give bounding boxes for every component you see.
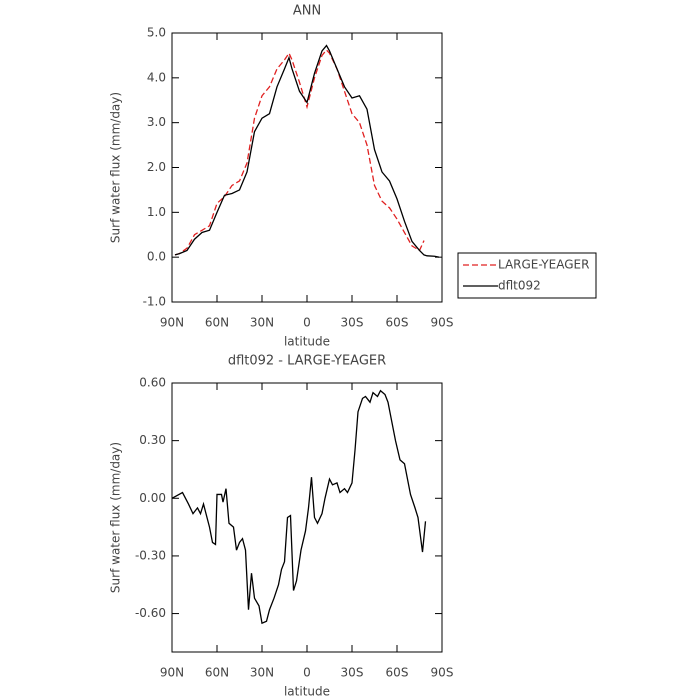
x-tick-label: 60N xyxy=(205,666,229,680)
x-tick-label: 30S xyxy=(341,316,364,330)
x-tick-label: 30N xyxy=(250,666,274,680)
legend-label: dflt092 xyxy=(498,279,541,293)
y-tick-label: 2.0 xyxy=(147,160,166,174)
y-tick-label: 3.0 xyxy=(147,115,166,129)
legend-label: LARGE-YEAGER xyxy=(498,258,589,272)
y-tick-label: 1.0 xyxy=(147,205,166,219)
x-tick-label: 0 xyxy=(303,316,311,330)
y-tick-label: -0.60 xyxy=(135,606,166,620)
chart-title: ANN xyxy=(293,4,321,19)
plot-frame xyxy=(171,32,443,303)
x-tick-label: 90N xyxy=(160,316,184,330)
x-tick-label: 90S xyxy=(431,666,454,680)
data-line xyxy=(174,44,440,258)
y-tick-label: 0.0 xyxy=(147,250,166,264)
x-tick-label: 90S xyxy=(431,316,454,330)
y-axis-label: Surf water flux (mm/day) xyxy=(109,442,123,593)
y-tick-label: 0.30 xyxy=(139,433,166,447)
y-tick-label: -1.0 xyxy=(143,295,166,309)
x-tick-label: 30S xyxy=(341,666,364,680)
y-axis-label: Surf water flux (mm/day) xyxy=(109,92,123,243)
x-tick-label: 60N xyxy=(205,316,229,330)
x-axis-label: latitude xyxy=(284,335,330,349)
x-tick-label: 60S xyxy=(386,316,409,330)
x-tick-label: 0 xyxy=(303,666,311,680)
y-tick-label: -0.30 xyxy=(135,548,166,562)
legend-box xyxy=(457,252,597,299)
data-line xyxy=(171,389,427,625)
chart-title: dflt092 - LARGE-YEAGER xyxy=(228,354,386,369)
x-tick-label: 30N xyxy=(250,316,274,330)
x-tick-label: 90N xyxy=(160,666,184,680)
y-tick-label: 4.0 xyxy=(147,70,166,84)
y-tick-label: 0.00 xyxy=(139,491,166,505)
x-axis-label: latitude xyxy=(284,685,330,699)
y-tick-label: 5.0 xyxy=(147,26,166,40)
x-tick-label: 60S xyxy=(386,666,409,680)
data-line xyxy=(174,49,425,256)
y-tick-label: 0.60 xyxy=(139,376,166,390)
